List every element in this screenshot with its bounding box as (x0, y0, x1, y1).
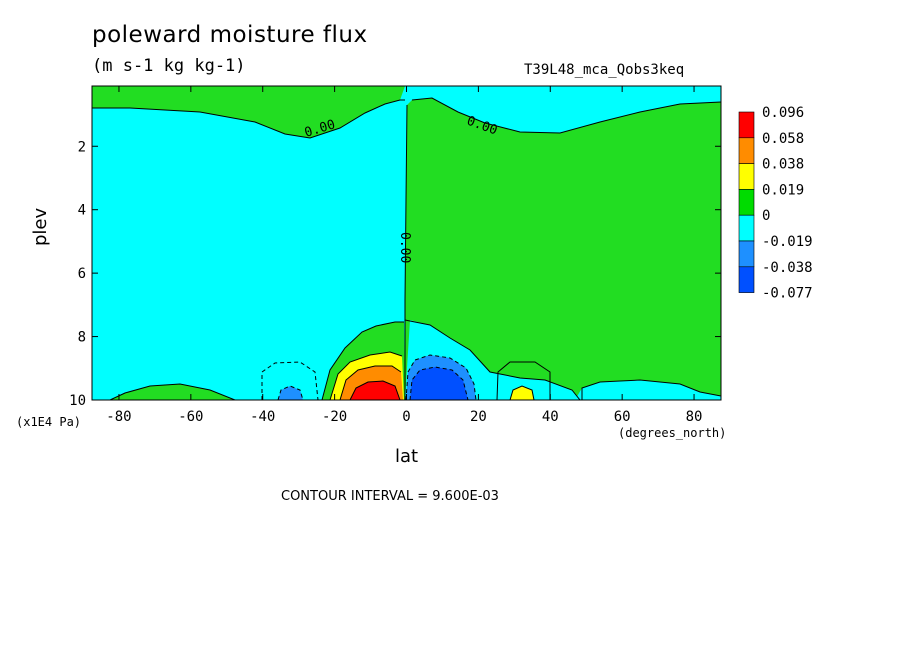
contour-zero-south (92, 99, 405, 139)
x-tick-label: 80 (686, 409, 703, 425)
contour-negative-max (409, 366, 469, 400)
x-tick-label: -60 (178, 409, 203, 425)
contour-zero-north (411, 97, 721, 134)
fill-negative-south-patch (278, 386, 303, 400)
contour-zero-tongue (321, 321, 404, 400)
y-tick-label: 8 (78, 330, 86, 346)
x-tick-label: -80 (106, 409, 131, 425)
legend-label: 0.019 (762, 182, 804, 198)
legend-label: 0 (762, 208, 770, 224)
contour-positive-mid (329, 351, 403, 400)
legend-swatch (738, 137, 755, 164)
fill-positive-north (405, 98, 721, 400)
chart-title: poleward moisture flux (92, 22, 368, 48)
contour-negative-south-ring (261, 361, 319, 400)
legend-label: -0.077 (762, 286, 813, 302)
y-tick-label: 2 (78, 139, 86, 155)
x-tick-label: -20 (322, 409, 347, 425)
fill-positive-south-surface (110, 384, 235, 400)
x-tick-label: 20 (470, 409, 487, 425)
legend-swatch (738, 111, 755, 139)
legend-label: -0.038 (762, 260, 813, 276)
contour-north-patch-inner (509, 385, 535, 400)
legend-label: 0.096 (762, 105, 804, 121)
contour-dashed-lines (261, 354, 477, 400)
fill-positive-top-center (362, 89, 398, 97)
contour-interval-note: CONTOUR INTERVAL = 9.600E-03 (281, 489, 499, 504)
y-axis: 2 4 6 8 10 (69, 139, 721, 409)
y-tick-label: 6 (78, 266, 86, 282)
y-axis-units: (x1E4 Pa) (16, 415, 82, 429)
dataset-label: T39L48_mca_Qobs3keq (524, 62, 685, 78)
contour-negative-mid (405, 354, 477, 400)
contour-north-patch-lines (496, 361, 551, 400)
contour-north-rim (404, 319, 581, 400)
contour-fill-group (92, 86, 721, 400)
color-legend: 0.096 0.058 0.038 0.019 0 -0.019 -0.038 -0.077 (738, 105, 813, 302)
chart-units: (m s-1 kg kg-1) (92, 56, 246, 76)
contour-positive-max (349, 380, 401, 400)
contour-zero-equator (404, 104, 408, 400)
contour-lines (92, 97, 721, 400)
x-tick-label: -40 (250, 409, 275, 425)
x-axis-label: lat (395, 446, 419, 467)
fill-positive-north-patch (510, 386, 534, 400)
legend-swatch (738, 266, 755, 293)
x-axis-units: (degrees_north) (618, 426, 727, 440)
legend-label: 0.058 (762, 131, 804, 147)
legend-label: 0.038 (762, 157, 804, 173)
legend-swatch (738, 214, 755, 242)
x-tick-label: 60 (614, 409, 631, 425)
legend-swatch (738, 189, 755, 216)
fill-positive-top-south (92, 86, 405, 138)
x-tick-label: 0 (402, 409, 410, 425)
fill-negative-north-surface (575, 380, 721, 400)
fill-negative-max (410, 367, 468, 400)
contour-label: 0.00 (397, 232, 412, 263)
x-axis: -80 -60 -40 -20 0 20 40 60 80 (106, 86, 702, 425)
contour-north-patch-ring (496, 361, 551, 400)
x-tick-label: 40 (542, 409, 559, 425)
contour-positive-high (339, 365, 402, 400)
legend-swatch (738, 163, 755, 190)
legend-label: -0.019 (762, 234, 813, 250)
contour-south-surface (109, 383, 236, 400)
y-tick-label: 4 (78, 203, 86, 219)
fill-positive-max (350, 381, 400, 400)
contour-north-surface (581, 379, 721, 400)
y-tick-label: 10 (69, 393, 86, 409)
fill-negative-south-surface-west (92, 385, 110, 400)
legend-swatch (738, 240, 755, 268)
